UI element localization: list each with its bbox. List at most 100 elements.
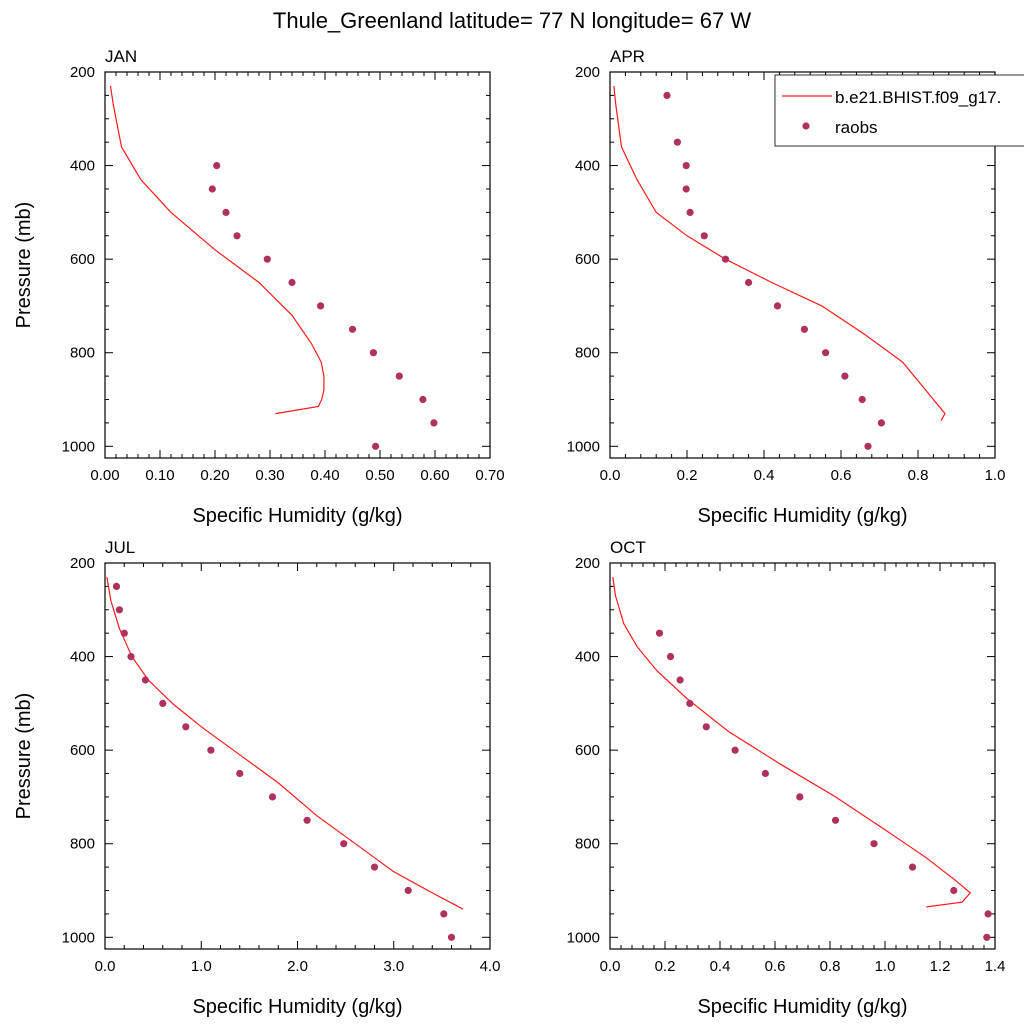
panel-oct: OCT 0.0 0.2 0.4 0.6 0.8 1.0 1.2 1.4 200 400 600 800 1…	[567, 538, 1006, 1018]
y-tick-label: 600	[575, 251, 600, 268]
raobs-point	[822, 349, 830, 357]
x-tick-label: 0.70	[475, 467, 504, 484]
y-tick-label: 200	[575, 555, 600, 572]
y-tick-label: 800	[70, 345, 95, 362]
raobs-point	[663, 91, 671, 99]
y-tick-label: 1000	[62, 438, 95, 455]
raobs-point	[430, 419, 438, 427]
legend-box	[774, 74, 1024, 147]
y-axis-label: Pressure (mb)	[13, 693, 35, 820]
raobs-point	[841, 372, 849, 380]
raobs-point	[731, 746, 739, 754]
raobs-point	[404, 886, 412, 895]
raobs-point	[950, 886, 958, 895]
y-tick-label: 600	[70, 742, 95, 759]
x-tick-label: 0.20	[200, 467, 229, 484]
raobs-point	[372, 442, 380, 450]
raobs-point	[208, 185, 216, 193]
panel-title: OCT	[610, 538, 646, 557]
raobs-point	[182, 723, 190, 731]
y-tick-label: 1000	[567, 438, 600, 455]
raobs-point	[864, 442, 872, 450]
raobs-point	[263, 255, 271, 263]
x-tick-label: 1.0	[875, 958, 896, 975]
y-tick-label: 800	[575, 345, 600, 362]
y-tick-label: 800	[70, 836, 95, 853]
raobs-point	[984, 910, 992, 918]
x-tick-label: 0.2	[677, 467, 698, 484]
panels: JAN 0.00 0.10 0.20 0.30 0.40 0.50 0.60 0.70 200 40…	[13, 47, 1005, 1018]
raobs-point	[395, 372, 403, 380]
raobs-point	[141, 676, 149, 684]
model-profile-line	[612, 576, 972, 908]
raobs-point	[288, 278, 296, 287]
raobs-point	[666, 653, 675, 661]
x-tick-label: 0.30	[255, 467, 284, 484]
x-tick-label: 0.4	[754, 467, 775, 484]
y-tick-label: 400	[70, 649, 95, 666]
y-axis-label: Pressure (mb)	[13, 202, 35, 329]
y-tick-label: 600	[575, 742, 600, 759]
x-axis-label: Specific Humidity (g/kg)	[192, 996, 402, 1018]
x-tick-label: 1.4	[985, 958, 1006, 975]
model-profile-line	[613, 85, 946, 421]
y-tick-label: 800	[575, 836, 600, 853]
raobs-point	[268, 793, 277, 801]
x-tick-label: 0.6	[765, 958, 786, 975]
x-tick-label: 0.6	[831, 467, 852, 484]
raobs-point	[796, 793, 804, 801]
x-tick-label: 4.0	[480, 958, 501, 975]
raobs-point	[222, 208, 230, 216]
x-tick-label: 0.60	[420, 467, 449, 484]
raobs-point	[369, 349, 377, 357]
x-tick-label: 3.0	[383, 958, 404, 975]
raobs-point	[682, 185, 690, 193]
raobs-point	[745, 278, 753, 287]
raobs-point	[700, 232, 708, 240]
raobs-point	[303, 816, 311, 824]
panel-title: APR	[610, 47, 645, 66]
x-tick-label: 1.2	[930, 958, 951, 975]
y-tick-label: 400	[575, 158, 600, 175]
raobs-point	[773, 302, 782, 310]
raobs-point	[159, 699, 167, 708]
model-profile-line	[106, 576, 464, 910]
raobs-point	[686, 699, 694, 708]
legend-obs-marker	[802, 122, 810, 130]
x-axis-label: Specific Humidity (g/kg)	[192, 505, 402, 527]
raobs-point	[317, 302, 325, 310]
raobs-point	[682, 162, 690, 170]
raobs-point	[340, 840, 348, 848]
model-profile-line	[109, 85, 325, 415]
raobs-point	[877, 419, 886, 427]
x-tick-label: 0.40	[310, 467, 339, 484]
x-axis-label: Specific Humidity (g/kg)	[697, 505, 907, 527]
raobs-point	[112, 582, 121, 591]
raobs-point	[908, 863, 917, 871]
y-tick-label: 600	[70, 251, 95, 268]
y-tick-label: 1000	[567, 929, 600, 946]
x-tick-label: 0.00	[90, 467, 119, 484]
x-tick-label: 0.0	[95, 958, 116, 975]
x-axis-label: Specific Humidity (g/kg)	[697, 996, 907, 1018]
legend-model-label: b.e21.BHIST.f09_g17.	[835, 88, 1001, 107]
raobs-point	[207, 746, 215, 754]
raobs-point	[348, 325, 357, 333]
raobs-point	[233, 232, 241, 240]
y-tick-label: 200	[70, 64, 95, 81]
raobs-point	[983, 933, 991, 941]
panel-jan: JAN 0.00 0.10 0.20 0.30 0.40 0.50 0.60 0.70 200 40…	[13, 47, 505, 527]
x-tick-label: 1.0	[191, 958, 212, 975]
raobs-point	[702, 723, 710, 731]
plot-frame	[104, 562, 491, 950]
legend: b.e21.BHIST.f09_g17. raobs	[774, 74, 1024, 147]
raobs-point	[676, 676, 684, 684]
raobs-point	[870, 840, 878, 848]
raobs-point	[800, 325, 809, 333]
y-tick-label: 200	[70, 555, 95, 572]
y-tick-label: 400	[575, 649, 600, 666]
plot-frame	[609, 71, 996, 459]
x-tick-label: 0.8	[820, 958, 841, 975]
y-tick-label: 400	[70, 158, 95, 175]
x-tick-label: 0.4	[710, 958, 731, 975]
